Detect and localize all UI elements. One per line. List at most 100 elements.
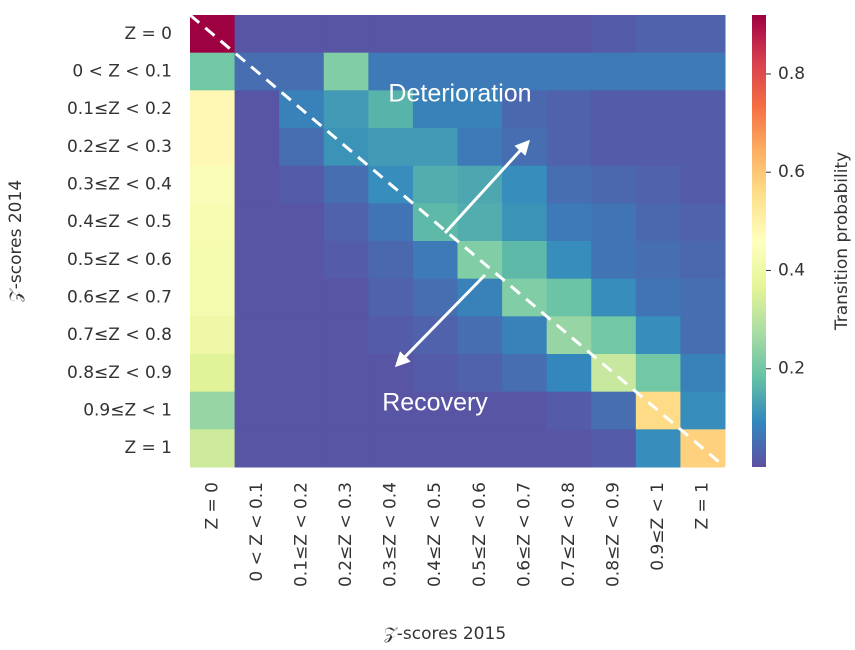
cell [412, 241, 458, 280]
cell [546, 165, 592, 204]
cell [635, 15, 681, 54]
cell [457, 15, 503, 54]
cell [502, 278, 548, 317]
y-tick-label: Z = 0 [124, 24, 172, 44]
cell [502, 316, 548, 355]
cell [190, 241, 236, 280]
x-tick-label: 0.7≤Z < 0.8 [559, 482, 579, 587]
cell [546, 203, 592, 242]
x-tick-label: 0.8≤Z < 0.9 [604, 482, 624, 587]
cell [591, 128, 637, 167]
cell [502, 52, 548, 91]
cell [457, 128, 503, 167]
cell [368, 354, 414, 393]
cell [368, 128, 414, 167]
cell [279, 52, 325, 91]
cell [323, 15, 369, 54]
annotation: Deterioration [388, 80, 531, 108]
y-tick-label: 0.2≤Z < 0.3 [67, 137, 172, 157]
cell [190, 165, 236, 204]
cell [279, 391, 325, 430]
cell [323, 316, 369, 355]
cell [323, 165, 369, 204]
cell [680, 391, 726, 430]
cell [635, 203, 681, 242]
cell [234, 429, 280, 468]
cell [234, 316, 280, 355]
cell [190, 278, 236, 317]
cell [368, 391, 414, 430]
cell [323, 391, 369, 430]
x-tick-label: Z = 1 [693, 482, 713, 530]
x-tick-label: 0.3≤Z < 0.4 [381, 482, 401, 587]
cell [680, 128, 726, 167]
cell [680, 241, 726, 280]
y-tick-label: Z = 1 [124, 438, 172, 458]
y-tick-label: 0.4≤Z < 0.5 [67, 212, 172, 232]
cell [591, 52, 637, 91]
cell [279, 203, 325, 242]
cell [502, 354, 548, 393]
cell [234, 90, 280, 129]
cell [680, 52, 726, 91]
cell [323, 90, 369, 129]
cell [412, 90, 458, 129]
cell [279, 128, 325, 167]
cell [190, 203, 236, 242]
x-axis-label: 𝒵-scores 2015 [384, 624, 506, 644]
cell [279, 354, 325, 393]
cell [591, 90, 637, 129]
cell [234, 15, 280, 54]
cell [502, 90, 548, 129]
cell [457, 278, 503, 317]
x-tick-label: 0.9≤Z < 1 [648, 482, 668, 571]
colorbar-label: Transition probability [832, 152, 852, 331]
cell [412, 128, 458, 167]
cell [279, 316, 325, 355]
cell [502, 429, 548, 468]
cell [680, 354, 726, 393]
cell [591, 391, 637, 430]
cell [591, 15, 637, 54]
x-tick-label: Z = 0 [202, 482, 222, 530]
cell [234, 354, 280, 393]
cell [680, 203, 726, 242]
cell [323, 241, 369, 280]
cell [680, 316, 726, 355]
cell [323, 429, 369, 468]
colorbar-tick-label: 0.2 [778, 359, 805, 379]
x-tick-label: 0.5≤Z < 0.6 [470, 482, 490, 587]
cell [546, 90, 592, 129]
cell [279, 15, 325, 54]
cell [368, 90, 414, 129]
cell [279, 165, 325, 204]
y-tick-label: 0.3≤Z < 0.4 [67, 175, 172, 195]
y-tick-label: 0.1≤Z < 0.2 [67, 99, 172, 119]
cell [546, 354, 592, 393]
cell [279, 429, 325, 468]
cell [502, 241, 548, 280]
cell [323, 278, 369, 317]
cell [234, 165, 280, 204]
cell [635, 429, 681, 468]
y-axis-label: 𝒵-scores 2014 [6, 180, 26, 302]
cell [368, 278, 414, 317]
cell [680, 90, 726, 129]
cell [546, 52, 592, 91]
cell [190, 391, 236, 430]
heatmap [190, 15, 726, 468]
cell [412, 15, 458, 54]
cell [680, 15, 726, 54]
y-tick-label: 0.9≤Z < 1 [83, 401, 172, 421]
cell [368, 241, 414, 280]
cell [502, 203, 548, 242]
cell [680, 165, 726, 204]
cell [635, 278, 681, 317]
cell [635, 52, 681, 91]
cell [635, 128, 681, 167]
cell [457, 90, 503, 129]
cell [234, 128, 280, 167]
cell [457, 316, 503, 355]
colorbar-tick-label: 0.8 [778, 64, 805, 84]
cell [234, 203, 280, 242]
